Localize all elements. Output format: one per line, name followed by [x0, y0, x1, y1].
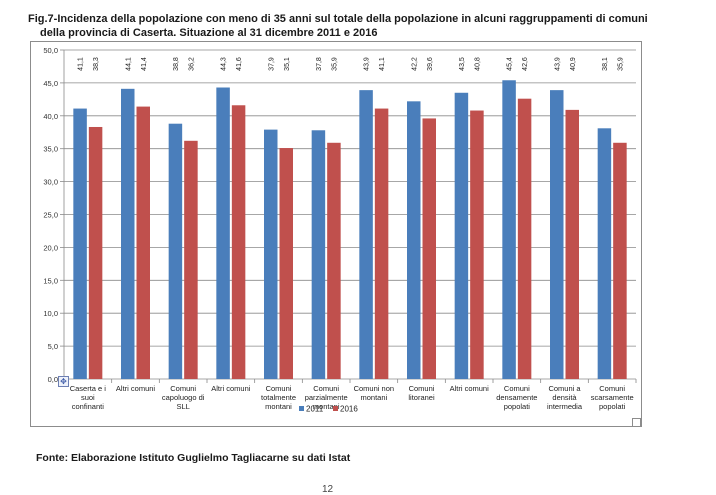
x-tick-label: totalmente: [261, 393, 296, 402]
source-note: Fonte: Elaborazione Istituto Guglielmo T…: [36, 452, 351, 464]
data-label: 37,8: [316, 57, 323, 71]
x-tick-label: Caserta e i: [70, 384, 107, 393]
bar-chart: 0,0 5,0 10,0 15,0 20,0 25,0 30,0 35,0 40,0 45,0 50…: [43, 46, 637, 414]
x-tick-label: SLL: [176, 402, 189, 411]
x-tick-label: Comuni: [170, 384, 196, 393]
x-tick-label: montani: [313, 402, 340, 411]
x-tick-label: suoi: [81, 393, 95, 402]
x-tick-label: densità: [552, 393, 577, 402]
resize-handle-icon[interactable]: [632, 418, 641, 427]
bar-2011-7: [407, 101, 421, 379]
x-tick-label: Comuni: [266, 384, 292, 393]
bar-2016-0: [88, 126, 103, 380]
data-label: 42,6: [522, 57, 529, 71]
data-label: 38,1: [602, 57, 609, 71]
bar-2011-3: [216, 87, 230, 380]
legend-swatch-2016: [333, 406, 338, 411]
data-label: 35,1: [284, 57, 291, 71]
data-label: 42,2: [411, 57, 418, 71]
bar-2016-9: [517, 98, 532, 379]
bar-2011-0: [73, 108, 87, 379]
data-label: 43,9: [364, 57, 371, 71]
bar-2016-7: [422, 118, 436, 379]
bar-2011-10: [550, 90, 564, 379]
bar-2011-2: [168, 123, 183, 379]
x-tick-label: Comuni non: [354, 384, 394, 393]
x-tick-label: litoranei: [408, 393, 435, 402]
data-label: 38,8: [173, 57, 180, 71]
y-tick-label: 25,0: [43, 211, 58, 220]
data-label: 45,4: [507, 57, 514, 71]
bar-2011-9: [502, 80, 516, 379]
data-label: 41,4: [141, 57, 148, 71]
x-tick-label: parzialmente: [305, 393, 348, 402]
x-tick-label: capoluogo di: [162, 393, 205, 402]
bar-2016-5: [327, 142, 341, 379]
y-tick-label: 15,0: [43, 276, 58, 285]
bar-2011-6: [359, 90, 373, 379]
y-tick-label: 20,0: [43, 243, 58, 252]
chart-title-line2: della provincia di Caserta. Situazione a…: [40, 27, 378, 39]
data-label: 38,3: [93, 57, 100, 71]
y-tick-label: 30,0: [43, 178, 58, 187]
data-label: 43,5: [459, 57, 466, 71]
data-label: 40,9: [570, 57, 577, 71]
legend-label-2011: 2011: [306, 405, 324, 414]
data-label: 44,3: [221, 57, 228, 71]
x-tick-label: Comuni: [504, 384, 530, 393]
chart-title-line1: Fig.7-Incidenza della popolazione con me…: [28, 13, 648, 25]
bar-2016-10: [565, 109, 579, 380]
chart-title: Fig.7-Incidenza della popolazione con me…: [28, 12, 678, 40]
bar-2011-5: [311, 130, 326, 379]
x-tick-label: confinanti: [72, 402, 104, 411]
x-tick-label: scarsamente: [591, 393, 634, 402]
y-tick-label: 5,0: [48, 342, 58, 351]
data-label: 39,6: [427, 57, 434, 71]
y-tick-label: 10,0: [43, 309, 58, 318]
data-label: 43,9: [554, 57, 561, 71]
x-tick-label: Comuni: [409, 384, 435, 393]
bar-2011-11: [597, 128, 612, 379]
x-tick-label: montani: [360, 393, 387, 402]
bar-2016-6: [374, 108, 389, 379]
x-tick-label: montani: [265, 402, 292, 411]
bar-2016-8: [470, 110, 484, 379]
y-tick-label: 35,0: [43, 145, 58, 154]
y-tick-label: 0,0: [48, 375, 58, 384]
y-tick-label: 50,0: [43, 46, 58, 55]
y-tick-label: 40,0: [43, 112, 58, 121]
data-label: 40,8: [474, 57, 481, 71]
legend-label-2016: 2016: [340, 405, 358, 414]
bar-2011-4: [264, 129, 278, 379]
data-label: 37,9: [268, 57, 275, 71]
x-tick-label: Comuni: [599, 384, 625, 393]
bar-2011-8: [454, 92, 469, 379]
x-tick-label: popolati: [599, 402, 626, 411]
data-label: 41,6: [236, 57, 243, 71]
chart-area[interactable]: 0,0 5,0 10,0 15,0 20,0 25,0 30,0 35,0 40,0 45,0 50…: [30, 41, 642, 427]
bar-2016-3: [231, 105, 246, 379]
x-tick-label: densamente: [496, 393, 537, 402]
x-tick-label: intermedia: [547, 402, 583, 411]
x-tick-label: Comuni a: [548, 384, 581, 393]
x-tick-label: Altri comuni: [450, 384, 490, 393]
x-tick-label: popolati: [504, 402, 531, 411]
data-label: 41,1: [78, 57, 85, 71]
bar-2011-1: [121, 88, 135, 380]
data-label: 35,9: [617, 57, 624, 71]
bar-2016-4: [279, 148, 293, 379]
y-tick-label: 45,0: [43, 79, 58, 88]
bar-2016-1: [136, 106, 150, 379]
x-tick-label: Altri comuni: [116, 384, 156, 393]
data-label: 41,1: [379, 57, 386, 71]
bar-2016-2: [184, 140, 198, 379]
move-handle-icon[interactable]: ✥: [58, 376, 69, 387]
x-tick-label: Comuni: [313, 384, 339, 393]
data-label: 44,1: [125, 57, 132, 71]
data-label: 35,9: [331, 57, 338, 71]
legend-swatch-2011: [299, 406, 304, 411]
data-label: 36,2: [188, 57, 195, 71]
bar-2016-11: [613, 142, 627, 379]
x-tick-label: Altri comuni: [211, 384, 251, 393]
